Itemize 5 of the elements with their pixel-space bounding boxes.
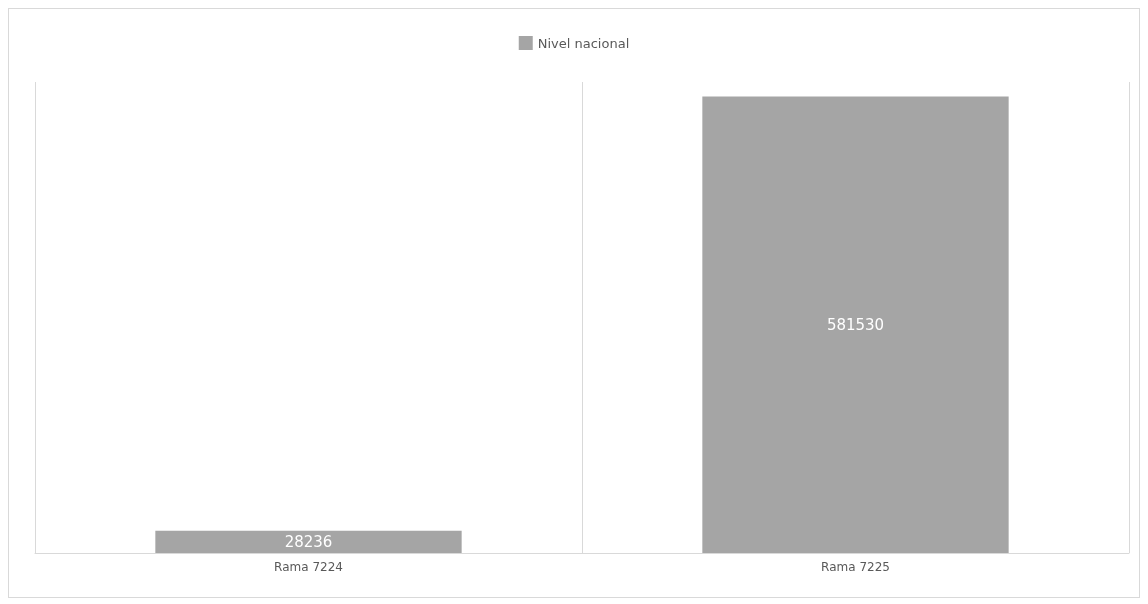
x-tick-label: Rama 7225 xyxy=(821,560,890,574)
data-label: 581530 xyxy=(826,315,885,334)
data-label: 28236 xyxy=(284,532,333,551)
x-tick-label: Rama 7224 xyxy=(274,560,343,574)
legend-label: Nivel nacional xyxy=(537,35,630,51)
